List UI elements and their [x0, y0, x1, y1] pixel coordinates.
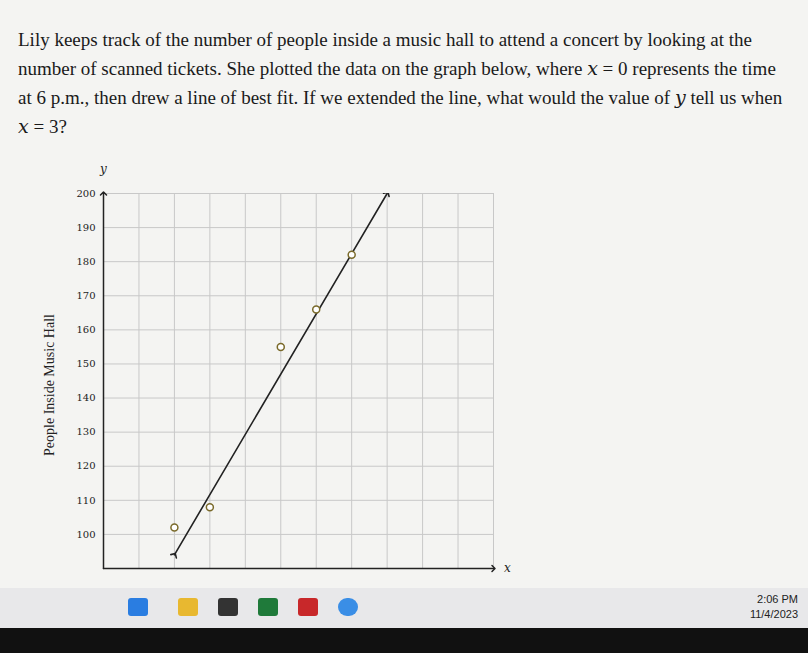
html-text:People Inside Music Hall: People Inside Music Hall: [42, 314, 57, 456]
html-text:Lily keeps track of the number: Lily keeps track of the number of people…: [18, 29, 783, 108]
svg-text:100: 100: [76, 529, 95, 540]
svg-text:150: 150: [76, 358, 95, 369]
svg-text:180: 180: [76, 256, 95, 267]
html-text:2:06 PM: 2:06 PM: [757, 593, 798, 605]
svg-text:x: x: [504, 561, 511, 575]
html-text:11/4/2023: 11/4/2023: [749, 608, 798, 620]
svg-text:160: 160: [76, 324, 95, 335]
svg-text:140: 140: [76, 392, 95, 403]
svg-text:190: 190: [76, 222, 95, 233]
svg-text:130: 130: [76, 426, 95, 437]
svg-text:200: 200: [76, 188, 95, 199]
svg-text:y: y: [99, 162, 107, 176]
html-text:x = 3?: x = 3?: [18, 115, 67, 137]
svg-text:170: 170: [76, 290, 95, 301]
svg-text:120: 120: [76, 460, 95, 471]
svg-text:110: 110: [76, 495, 95, 506]
